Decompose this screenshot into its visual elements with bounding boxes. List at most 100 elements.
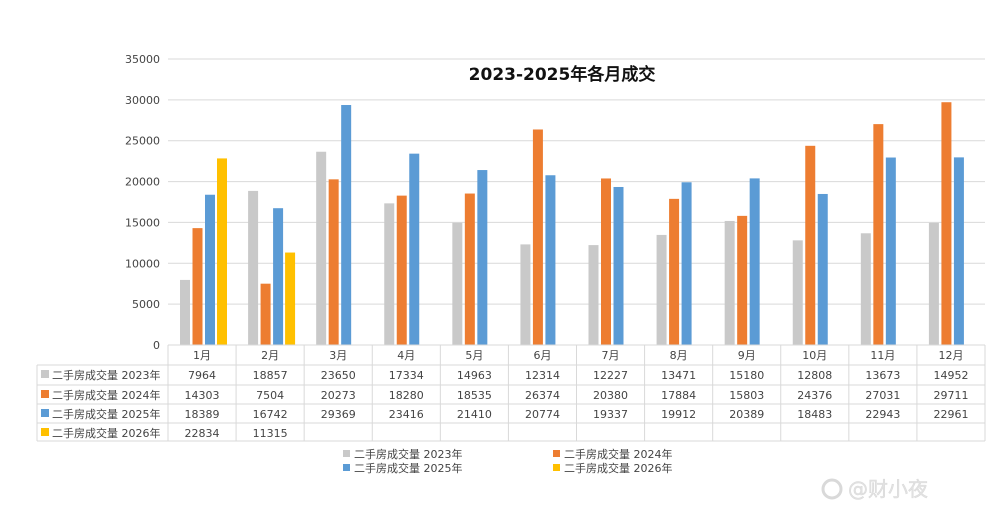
table-cell: 22961: [933, 408, 968, 421]
table-cell: 18857: [253, 369, 288, 382]
watermark: @财小夜: [821, 477, 928, 501]
table-cell: 13673: [865, 369, 900, 382]
table-cell: 20273: [321, 389, 356, 402]
x-category-label: 1月: [193, 349, 211, 362]
table-cell: 17334: [389, 369, 424, 382]
bar-2023-12: [928, 222, 939, 345]
bar-2024-12: [941, 102, 952, 345]
x-category-label: 2月: [261, 349, 279, 362]
bar-2025-5: [477, 170, 488, 345]
table-cell: 14952: [933, 369, 968, 382]
y-tick-label: 0: [153, 339, 160, 352]
table-cell: 24376: [797, 389, 832, 402]
bar-2025-7: [613, 186, 624, 345]
table-cell: 7504: [256, 389, 284, 402]
table-cell: 15803: [729, 389, 764, 402]
bar-2024-6: [532, 129, 543, 345]
table-cell: 23650: [321, 369, 356, 382]
table-cell: 20389: [729, 408, 764, 421]
y-tick-label: 15000: [125, 216, 160, 229]
bar-2025-3: [341, 105, 352, 346]
bar-2023-9: [724, 220, 735, 345]
y-tick-label: 35000: [125, 53, 160, 66]
legend-entry: 二手房成交量 2026年: [564, 461, 673, 475]
bar-2024-10: [805, 145, 816, 345]
bar-2023-11: [860, 233, 871, 345]
y-tick-label: 5000: [132, 298, 160, 311]
table-cell: 22834: [185, 427, 220, 440]
table-cell: 16742: [253, 408, 288, 421]
bar-2023-8: [656, 234, 667, 345]
bar-2025-8: [681, 182, 692, 345]
table-cell: 13471: [661, 369, 696, 382]
bar-2024-2: [260, 283, 271, 345]
bar-2024-7: [601, 178, 611, 345]
bar-2023-5: [452, 222, 463, 345]
bar-2025-6: [545, 175, 556, 345]
table-cell: 12808: [797, 369, 832, 382]
bars: [180, 102, 964, 346]
table-cell: 17884: [661, 389, 696, 402]
table-cell: 29711: [933, 389, 968, 402]
bar-2025-4: [409, 153, 420, 345]
x-category-label: 8月: [670, 349, 688, 362]
table-series-swatch: [41, 428, 49, 436]
table-series-name: 二手房成交量 2025年: [52, 407, 161, 421]
legend-swatch: [553, 450, 560, 457]
table-cell: 18280: [389, 389, 424, 402]
weibo-logo-icon: [821, 478, 843, 500]
x-category-label: 7月: [602, 349, 620, 362]
legend-entry: 二手房成交量 2023年: [354, 447, 463, 461]
x-category-label: 10月: [802, 349, 827, 362]
bar-2024-4: [396, 195, 407, 345]
table-cell: 14963: [457, 369, 492, 382]
table-cell: 15180: [729, 369, 764, 382]
x-category-label: 6月: [533, 349, 551, 362]
table-series-name: 二手房成交量 2024年: [52, 388, 161, 402]
watermark-text: @财小夜: [848, 477, 928, 501]
bar-2025-2: [273, 208, 284, 345]
table-cell: 7964: [188, 369, 216, 382]
table-series-swatch: [41, 409, 49, 417]
bar-2023-2: [248, 190, 259, 345]
table-cell: 20774: [525, 408, 560, 421]
legend-swatch: [553, 464, 560, 471]
bar-2023-6: [520, 244, 531, 345]
table-series-swatch: [41, 390, 49, 398]
legend-entry: 二手房成交量 2025年: [354, 461, 463, 475]
bar-2025-12: [953, 157, 964, 345]
table-series-name: 二手房成交量 2026年: [52, 426, 161, 440]
table-cell: 11315: [253, 427, 288, 440]
chart-title: 2023-2025年各月成交: [469, 64, 656, 85]
x-category-label: 3月: [329, 349, 347, 362]
bar-2023-10: [792, 240, 803, 345]
table-cell: 12314: [525, 369, 560, 382]
bar-2023-1: [180, 279, 190, 345]
y-tick-label: 20000: [125, 176, 160, 189]
table-series-name: 二手房成交量 2023年: [52, 368, 161, 382]
y-axis: 0 5000 10000 15000 20000 25000 30000 35000: [125, 53, 160, 352]
x-category-label: 12月: [938, 349, 963, 362]
table-cell: 22943: [865, 408, 900, 421]
bar-2023-7: [588, 245, 599, 345]
x-category-label: 9月: [738, 349, 756, 362]
table-cell: 20380: [593, 389, 628, 402]
bar-2024-8: [669, 198, 680, 345]
table-cell: 18483: [797, 408, 832, 421]
bar-2025-10: [817, 193, 828, 345]
legend-swatch: [343, 464, 350, 471]
table-cell: 14303: [185, 389, 220, 402]
table-cell: 19912: [661, 408, 696, 421]
table-series-swatch: [41, 370, 49, 378]
bar-2025-9: [749, 178, 760, 345]
bar-2023-4: [384, 203, 395, 345]
bar-2024-11: [873, 124, 884, 346]
table-cell: 12227: [593, 369, 628, 382]
bar-2023-3: [316, 151, 327, 345]
table-cell: 18535: [457, 389, 492, 402]
table-cell: 27031: [865, 389, 900, 402]
